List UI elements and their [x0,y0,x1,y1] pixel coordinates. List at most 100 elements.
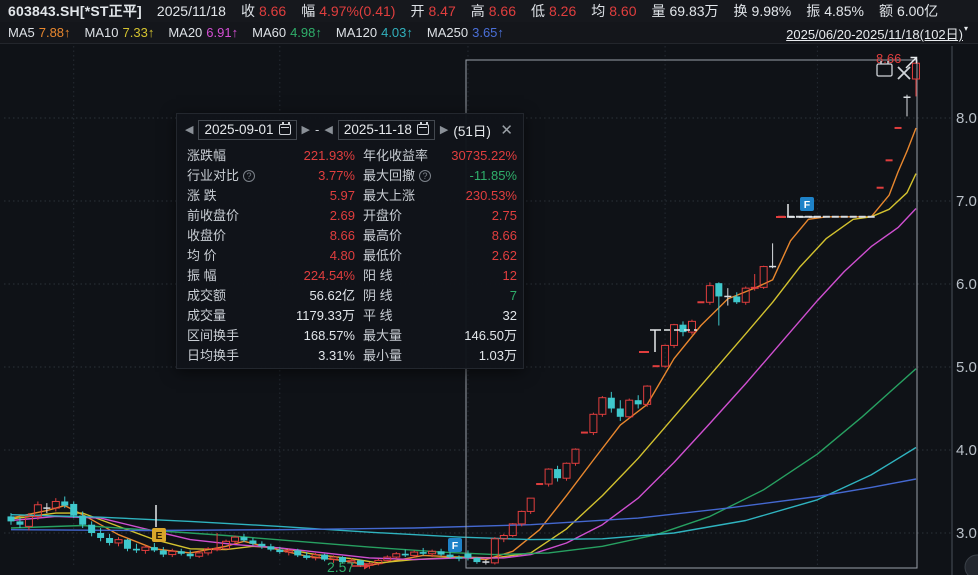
candle[interactable] [499,533,508,543]
candle[interactable] [464,550,472,561]
candle[interactable] [687,319,696,335]
candle[interactable] [79,511,87,529]
candle[interactable] [526,497,535,514]
candle[interactable] [186,550,194,559]
candle[interactable] [598,396,607,417]
candle[interactable] [428,549,437,558]
candle[interactable] [446,552,454,559]
help-icon[interactable]: ? [419,170,432,182]
candle[interactable] [437,548,445,557]
candle[interactable] [544,468,553,487]
candle[interactable] [625,398,634,419]
candle[interactable] [159,547,167,558]
candle[interactable] [759,265,768,289]
panel-close-button[interactable]: ✕ [500,121,513,139]
candle[interactable] [715,282,723,326]
candle[interactable] [311,552,320,561]
start-date-prev-arrow[interactable]: ◀ [185,124,194,136]
candle[interactable] [679,321,687,337]
candle[interactable] [249,537,257,546]
candle[interactable] [33,501,42,520]
candle[interactable] [114,537,123,547]
candle[interactable] [733,292,741,304]
range-tool-calendar-icon[interactable] [876,61,893,77]
candle[interactable] [410,550,419,558]
start-date-next-arrow[interactable]: ▶ [301,124,310,136]
candle[interactable] [383,555,392,563]
candle[interactable] [705,282,714,305]
candle[interactable] [267,543,275,552]
candle[interactable] [150,542,158,553]
start-date-picker[interactable]: 2025-09-01 [198,119,297,140]
candle[interactable] [7,513,15,525]
candle[interactable] [231,535,239,544]
candle[interactable] [589,412,598,436]
candle[interactable] [741,286,750,305]
candle[interactable] [517,510,526,527]
candle[interactable] [911,62,920,97]
box-corner-drag-arrow-icon[interactable] [905,56,918,69]
candle[interactable] [141,545,150,554]
candle[interactable] [571,448,580,466]
candle[interactable] [213,533,222,552]
candle[interactable] [168,548,177,558]
candle[interactable] [284,548,293,556]
candle[interactable] [61,496,69,509]
candle[interactable] [769,243,777,269]
candle[interactable] [294,548,302,558]
candle[interactable] [177,548,185,556]
candle[interactable] [195,550,204,558]
candle[interactable] [374,558,383,566]
candle[interactable] [222,539,231,550]
visible-range-selector[interactable]: 2025/06/20-2025/11/18(102日)▾ [786,24,968,43]
candle[interactable] [455,555,463,562]
candle[interactable] [903,94,911,117]
range-tool-close-icon[interactable] [897,66,911,80]
candle[interactable] [661,344,670,368]
candle[interactable] [634,395,642,409]
candle[interactable] [132,543,140,553]
candle[interactable] [276,547,284,554]
signal-badge-f[interactable]: F [800,197,814,211]
candle[interactable] [607,391,615,413]
candle[interactable] [16,517,24,529]
candle[interactable] [724,288,732,306]
candle[interactable] [204,547,213,556]
candle[interactable] [490,537,499,565]
candle[interactable] [303,552,311,560]
signal-badge-f[interactable]: F [448,538,462,552]
candle[interactable] [106,533,114,546]
candle[interactable] [24,513,33,531]
candle[interactable] [392,552,401,559]
candle[interactable] [70,501,78,519]
candle[interactable] [616,400,624,421]
candle[interactable] [643,385,652,407]
end-date-next-arrow[interactable]: ▶ [439,124,449,136]
candle[interactable] [97,528,105,542]
candle[interactable] [508,523,517,538]
end-date-picker[interactable]: 2025-11-18 [337,119,435,140]
stat-value: 2.69 [329,208,355,223]
candle[interactable] [473,557,481,564]
candle[interactable] [123,538,131,552]
candle[interactable] [321,553,329,562]
candle[interactable] [562,462,571,481]
candle[interactable] [51,498,60,512]
candle[interactable] [240,533,248,543]
candle[interactable] [258,541,266,549]
candle[interactable] [43,503,51,514]
candle[interactable] [554,465,562,482]
signal-badge-e[interactable]: E [152,505,166,542]
candle[interactable] [401,549,409,558]
end-date-prev-arrow[interactable]: ◀ [324,124,333,136]
candle[interactable] [750,274,759,291]
candle[interactable] [670,323,679,348]
floating-action-button[interactable] [964,554,978,575]
candle[interactable] [88,521,96,537]
candle[interactable] [419,547,427,556]
candle[interactable] [482,559,490,565]
help-icon[interactable]: ? [243,170,256,182]
candle[interactable] [339,556,347,564]
candle[interactable] [329,555,338,563]
candle[interactable] [347,557,356,566]
